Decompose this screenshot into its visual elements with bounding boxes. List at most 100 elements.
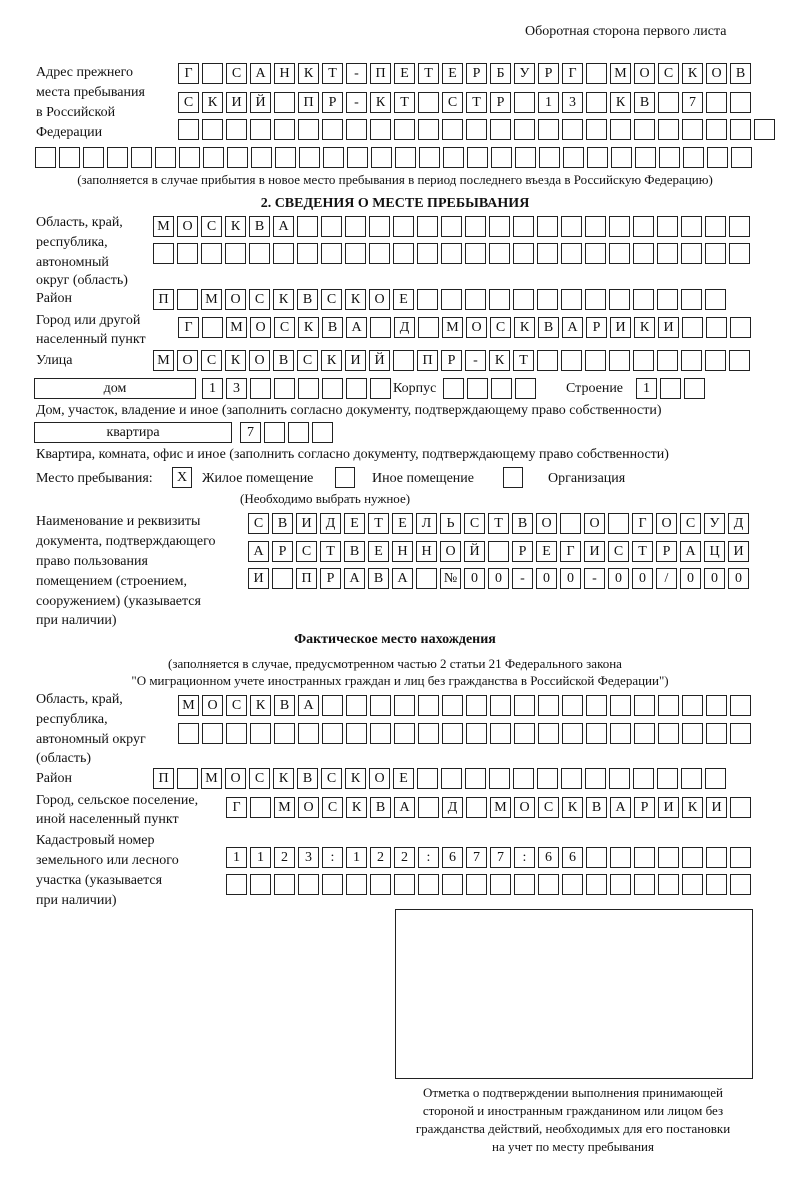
char-cell[interactable]	[681, 243, 702, 264]
house-type-field[interactable]: дом	[34, 378, 196, 399]
char-cell[interactable]	[201, 243, 222, 264]
char-cell[interactable]	[537, 243, 558, 264]
char-cell[interactable]	[177, 289, 198, 310]
char-cell[interactable]: В	[730, 63, 751, 84]
char-cell[interactable]: 7	[466, 847, 487, 868]
char-cell[interactable]: В	[322, 317, 343, 338]
option-checkbox-other[interactable]	[335, 467, 355, 488]
char-cell[interactable]: 7	[682, 92, 703, 113]
char-cell[interactable]	[369, 216, 390, 237]
char-cell[interactable]	[417, 243, 438, 264]
char-cell[interactable]	[561, 289, 582, 310]
char-cell[interactable]	[538, 119, 559, 140]
char-cell[interactable]	[370, 317, 391, 338]
char-cell[interactable]: 3	[226, 378, 247, 399]
char-cell[interactable]	[537, 289, 558, 310]
char-cell[interactable]: О	[634, 63, 655, 84]
char-cell[interactable]	[682, 317, 703, 338]
char-cell[interactable]	[466, 797, 487, 818]
char-cell[interactable]	[729, 216, 750, 237]
char-cell[interactable]	[585, 243, 606, 264]
char-cell[interactable]: -	[512, 568, 533, 589]
char-cell[interactable]	[418, 92, 439, 113]
char-cell[interactable]: С	[321, 768, 342, 789]
char-cell[interactable]	[441, 289, 462, 310]
char-cell[interactable]	[730, 695, 751, 716]
char-cell[interactable]	[561, 243, 582, 264]
char-cell[interactable]	[345, 243, 366, 264]
char-cell[interactable]	[488, 541, 509, 562]
prev-address-row[interactable]	[35, 147, 755, 168]
char-cell[interactable]	[538, 695, 559, 716]
char-cell[interactable]	[635, 147, 656, 168]
char-cell[interactable]: 0	[680, 568, 701, 589]
char-cell[interactable]: :	[418, 847, 439, 868]
char-cell[interactable]	[730, 317, 751, 338]
char-cell[interactable]: В	[272, 513, 293, 534]
char-cell[interactable]	[706, 92, 727, 113]
char-cell[interactable]	[659, 147, 680, 168]
char-cell[interactable]: А	[392, 568, 413, 589]
char-cell[interactable]	[514, 119, 535, 140]
char-cell[interactable]	[586, 723, 607, 744]
char-cell[interactable]	[203, 147, 224, 168]
char-cell[interactable]	[226, 723, 247, 744]
char-cell[interactable]	[634, 723, 655, 744]
char-cell[interactable]: И	[706, 797, 727, 818]
char-cell[interactable]	[345, 216, 366, 237]
char-cell[interactable]	[251, 147, 272, 168]
char-cell[interactable]	[489, 768, 510, 789]
char-cell[interactable]: К	[298, 317, 319, 338]
char-cell[interactable]: И	[345, 350, 366, 371]
char-cell[interactable]	[272, 568, 293, 589]
char-cell[interactable]	[706, 874, 727, 895]
char-cell[interactable]	[633, 216, 654, 237]
char-cell[interactable]	[418, 874, 439, 895]
char-cell[interactable]	[538, 723, 559, 744]
char-cell[interactable]: П	[153, 289, 174, 310]
char-cell[interactable]: Т	[394, 92, 415, 113]
char-cell[interactable]: В	[512, 513, 533, 534]
char-cell[interactable]: Р	[466, 63, 487, 84]
char-cell[interactable]	[177, 768, 198, 789]
flat-row[interactable]: 7	[240, 422, 336, 443]
char-cell[interactable]	[730, 119, 751, 140]
char-cell[interactable]: 0	[608, 568, 629, 589]
char-cell[interactable]: С	[226, 63, 247, 84]
char-cell[interactable]: Т	[466, 92, 487, 113]
char-cell[interactable]	[729, 350, 750, 371]
char-cell[interactable]: Т	[513, 350, 534, 371]
char-cell[interactable]: С	[608, 541, 629, 562]
char-cell[interactable]	[657, 289, 678, 310]
char-cell[interactable]	[467, 378, 488, 399]
char-cell[interactable]: С	[490, 317, 511, 338]
char-cell[interactable]	[611, 147, 632, 168]
char-cell[interactable]	[515, 147, 536, 168]
char-cell[interactable]: 6	[538, 847, 559, 868]
char-cell[interactable]: С	[226, 695, 247, 716]
char-cell[interactable]	[705, 768, 726, 789]
char-cell[interactable]	[681, 768, 702, 789]
char-cell[interactable]	[322, 695, 343, 716]
char-cell[interactable]: С	[680, 513, 701, 534]
char-cell[interactable]	[657, 216, 678, 237]
char-cell[interactable]: И	[610, 317, 631, 338]
char-cell[interactable]: Р	[634, 797, 655, 818]
char-cell[interactable]: Г	[178, 317, 199, 338]
char-cell[interactable]	[658, 874, 679, 895]
char-cell[interactable]	[513, 243, 534, 264]
char-cell[interactable]	[609, 350, 630, 371]
char-cell[interactable]	[609, 243, 630, 264]
char-cell[interactable]: К	[370, 92, 391, 113]
char-cell[interactable]	[83, 147, 104, 168]
char-cell[interactable]	[514, 874, 535, 895]
char-cell[interactable]	[490, 119, 511, 140]
char-cell[interactable]: А	[562, 317, 583, 338]
char-cell[interactable]: У	[514, 63, 535, 84]
char-cell[interactable]: С	[178, 92, 199, 113]
char-cell[interactable]	[394, 723, 415, 744]
char-cell[interactable]: В	[273, 350, 294, 371]
